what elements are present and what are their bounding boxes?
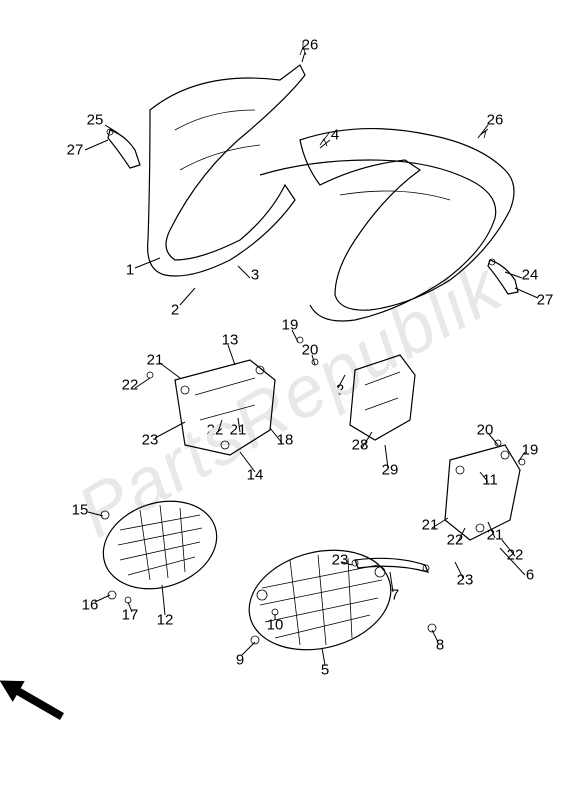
guard-left [92,487,228,603]
bracket-rear [350,355,415,440]
direction-arrow [0,670,68,727]
stay-24 [488,259,518,294]
stay-25 [107,129,140,168]
stay-rod-7 [352,558,429,572]
upper-cowl-left [148,65,305,276]
leader-lines [85,52,538,665]
upper-cowl-right [260,129,514,321]
guard-lower [239,536,402,664]
exploded-diagram [0,0,579,800]
bracket-mid-left [175,360,275,455]
bracket-right [445,445,520,540]
fasteners [101,337,525,644]
